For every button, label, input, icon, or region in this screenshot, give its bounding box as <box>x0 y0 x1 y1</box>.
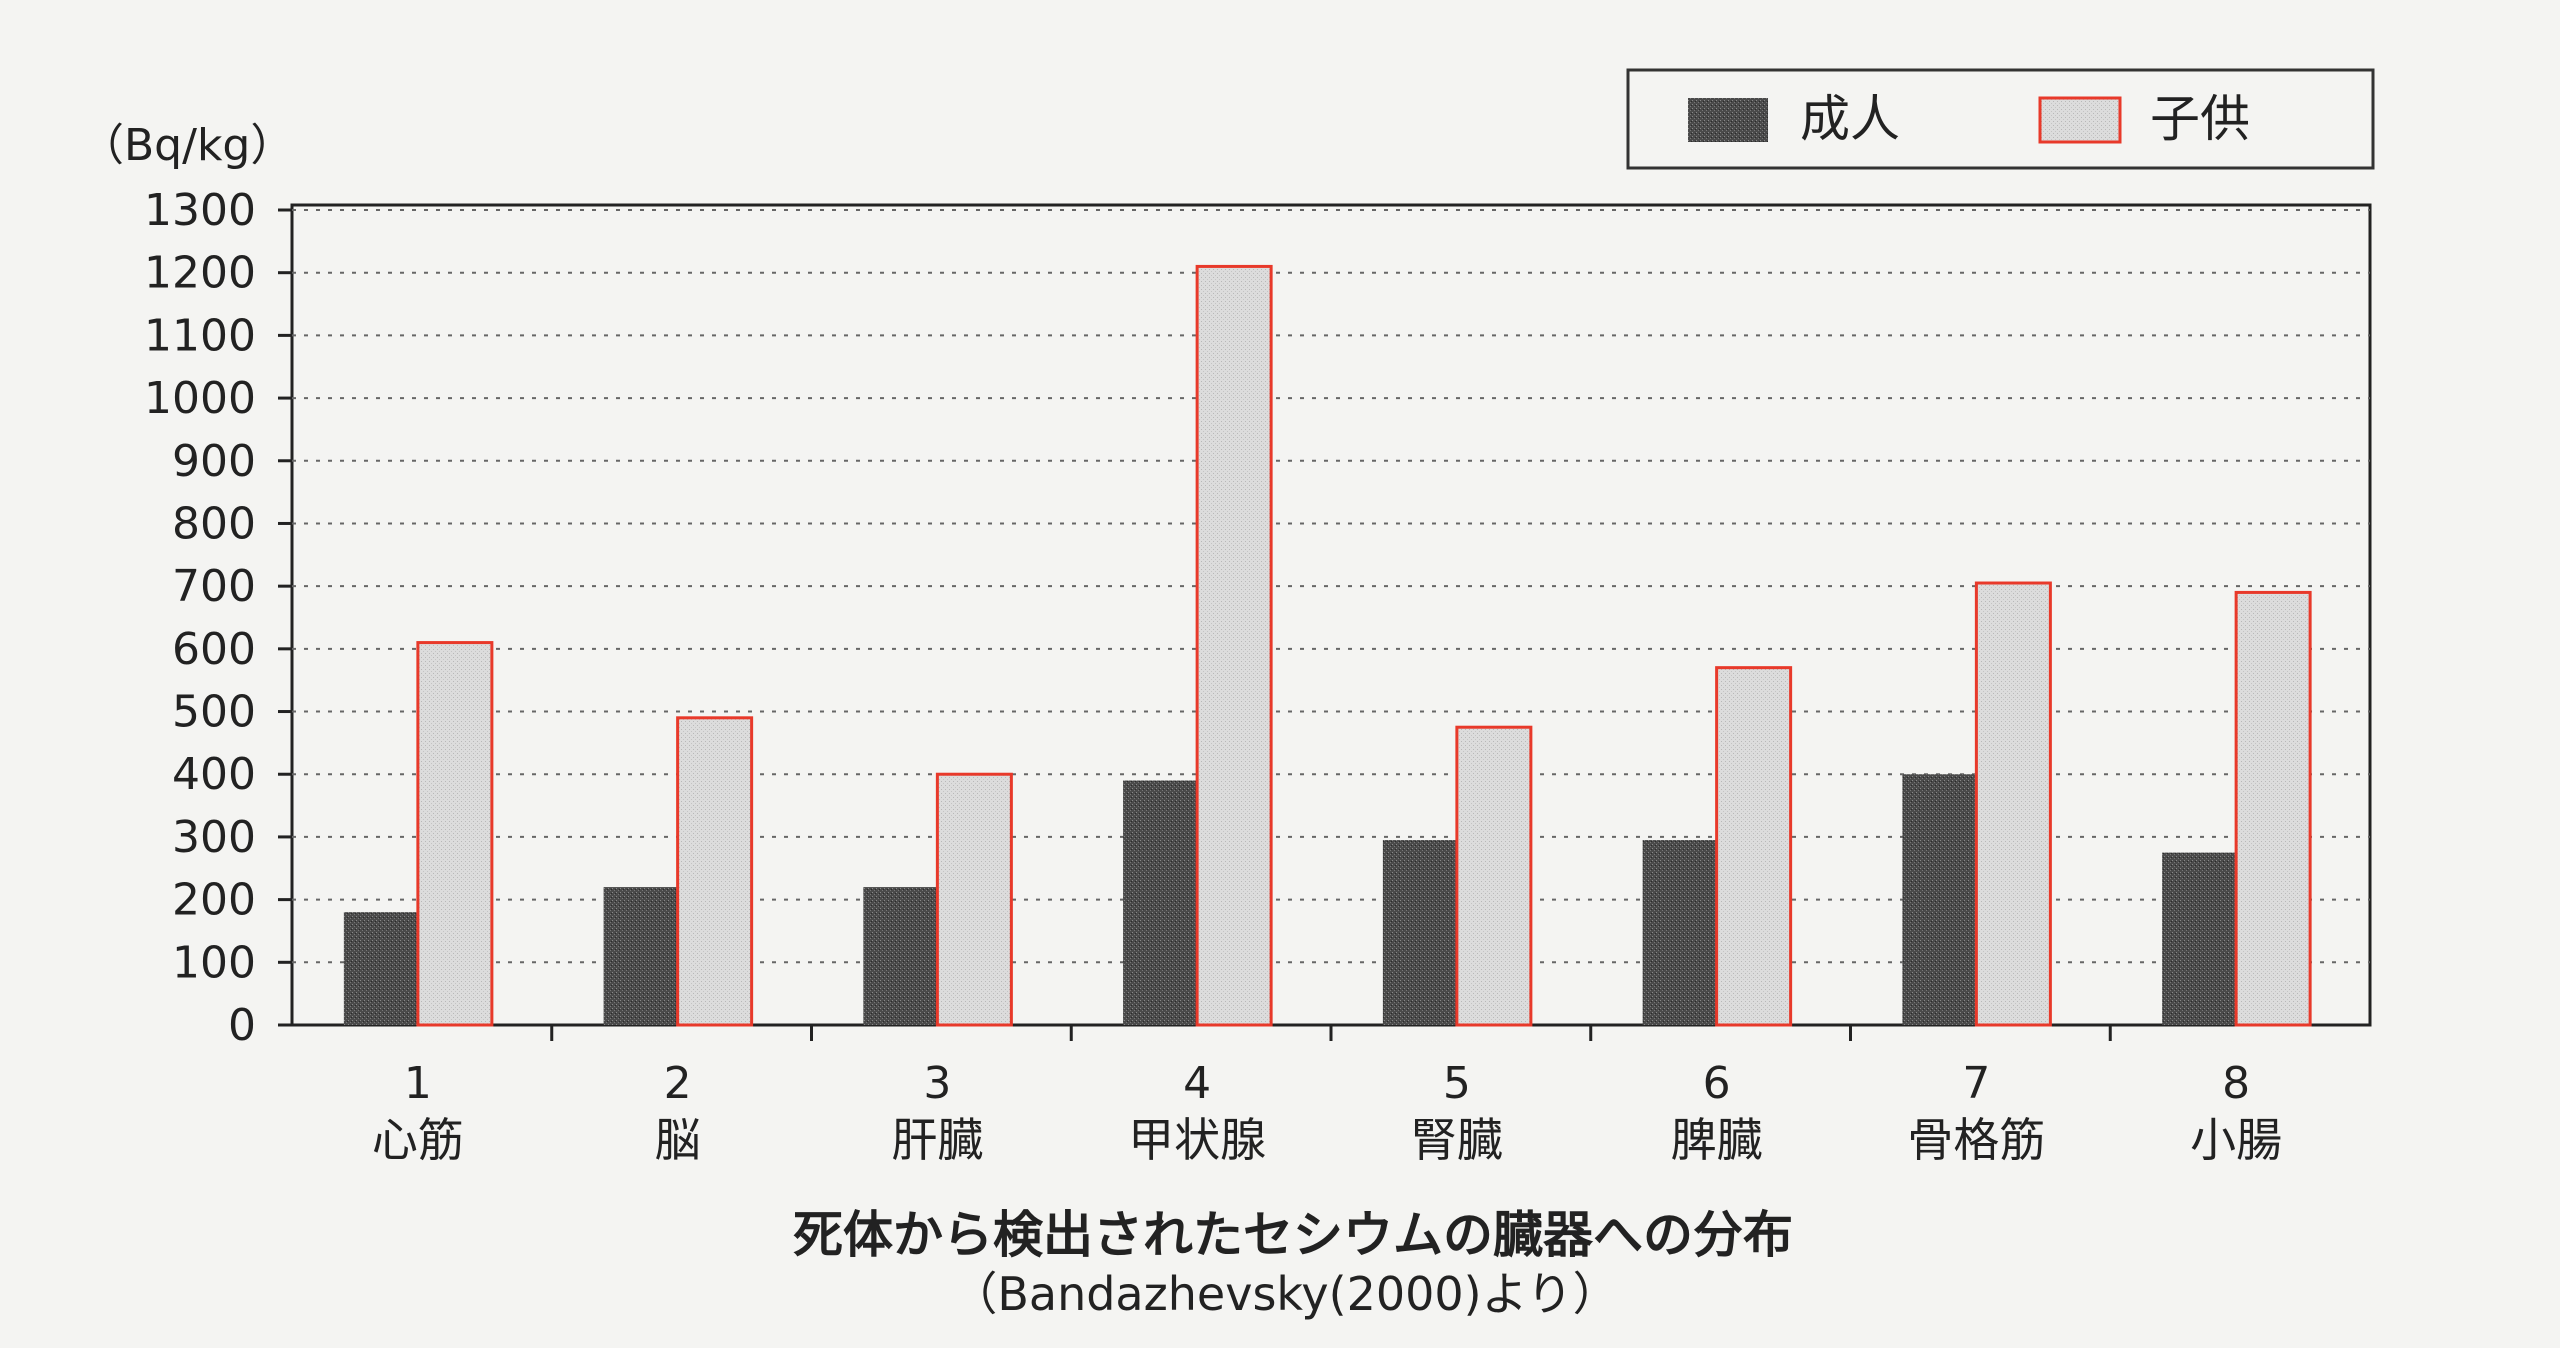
x-tick-label: 心筋 <box>372 1113 464 1167</box>
gridlines <box>292 209 2370 964</box>
y-tick-label: 200 <box>172 875 256 926</box>
x-tick-label: 腎臓 <box>1411 1113 1503 1167</box>
bar-child-6 <box>1715 666 1793 1027</box>
legend-swatch-adult <box>1688 98 1768 142</box>
y-tick-label: 700 <box>172 561 256 612</box>
y-tick-label: 1300 <box>144 185 256 236</box>
x-tick-label: 骨格筋 <box>1907 1113 2045 1167</box>
x-tick-number: 4 <box>1183 1058 1211 1109</box>
bar-child-2 <box>676 716 754 1027</box>
x-tick-label: 脳 <box>655 1113 701 1167</box>
bar-adult-8 <box>2162 852 2237 1025</box>
x-tick-number: 1 <box>404 1058 432 1109</box>
bar-child-3 <box>935 772 1013 1027</box>
y-tick-label: 400 <box>172 749 256 800</box>
y-axis-ticks: 0 100 200 300 400 500 600 700 800 900 1000 1100 1200… <box>144 185 292 1051</box>
legend-label-child: 子供 <box>2150 90 2250 148</box>
bar-adult-6 <box>1642 840 1717 1025</box>
bar-child-1 <box>416 641 494 1027</box>
x-tick-number: 7 <box>1962 1058 1990 1109</box>
x-tick-number: 5 <box>1443 1058 1471 1109</box>
y-axis-label: （Bq/kg） <box>80 120 294 171</box>
bar-child-5 <box>1455 725 1533 1027</box>
y-tick-label: 100 <box>172 937 256 988</box>
bars <box>343 264 2312 1027</box>
y-tick-label: 1100 <box>144 310 256 361</box>
x-tick-label: 小腸 <box>2190 1113 2282 1167</box>
x-tick-number: 6 <box>1703 1058 1731 1109</box>
y-tick-label: 300 <box>172 812 256 863</box>
x-tick-label: 肝臓 <box>891 1113 983 1167</box>
y-tick-label: 1000 <box>144 373 256 424</box>
y-tick-label: 0 <box>228 1000 256 1051</box>
bar-adult-2 <box>603 887 678 1025</box>
x-tick-label: 脾臓 <box>1671 1113 1763 1167</box>
bar-child-7 <box>1974 581 2052 1027</box>
bar-adult-4 <box>1123 780 1198 1025</box>
x-tick-number: 3 <box>923 1058 951 1109</box>
x-tick-number: 8 <box>2222 1058 2250 1109</box>
bar-adult-1 <box>343 912 418 1025</box>
y-tick-label: 500 <box>172 687 256 738</box>
x-tick-label: 甲状腺 <box>1128 1113 1266 1167</box>
y-tick-label: 1200 <box>144 248 256 299</box>
bar-adult-5 <box>1382 840 1457 1025</box>
bar-adult-7 <box>1902 774 1977 1025</box>
y-tick-label: 900 <box>172 436 256 487</box>
bar-child-4 <box>1195 264 1273 1027</box>
legend: 成人 子供 <box>1626 68 2375 170</box>
x-tick-number: 2 <box>664 1058 692 1109</box>
chart-subtitle: （Bandazhevsky(2000)より） <box>951 1267 1618 1321</box>
legend-swatch-child <box>2038 96 2122 144</box>
legend-label-adult: 成人 <box>1800 90 1900 148</box>
bar-child-8 <box>2234 590 2312 1027</box>
bar-adult-3 <box>863 887 938 1025</box>
y-tick-label: 800 <box>172 498 256 549</box>
y-tick-label: 600 <box>172 624 256 675</box>
chart-title: 死体から検出されたセシウムの臓器への分布 <box>793 1206 1793 1264</box>
